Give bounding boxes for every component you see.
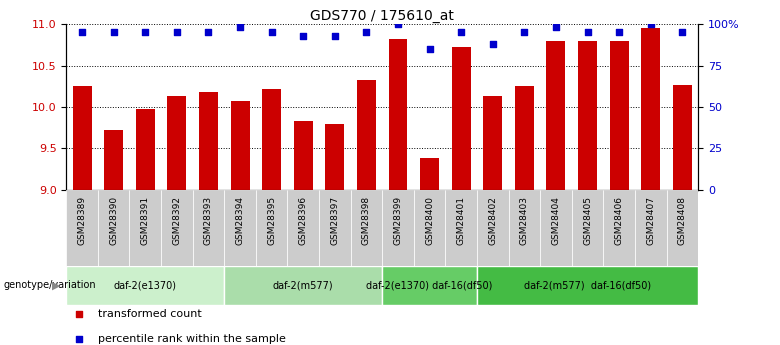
FancyBboxPatch shape bbox=[225, 266, 382, 305]
Bar bbox=[168, 96, 186, 190]
Text: GSM28393: GSM28393 bbox=[204, 196, 213, 245]
Text: GSM28397: GSM28397 bbox=[330, 196, 339, 245]
FancyBboxPatch shape bbox=[66, 266, 225, 305]
Text: GSM28389: GSM28389 bbox=[77, 196, 87, 245]
Text: genotype/variation: genotype/variation bbox=[4, 280, 97, 290]
FancyBboxPatch shape bbox=[225, 190, 256, 266]
Text: GSM28392: GSM28392 bbox=[172, 196, 182, 245]
FancyBboxPatch shape bbox=[382, 266, 477, 305]
Bar bbox=[515, 86, 534, 190]
Text: GSM28395: GSM28395 bbox=[267, 196, 276, 245]
FancyBboxPatch shape bbox=[477, 190, 509, 266]
Point bbox=[171, 30, 183, 35]
FancyBboxPatch shape bbox=[98, 190, 129, 266]
Bar bbox=[452, 47, 470, 190]
Text: ▶: ▶ bbox=[51, 280, 60, 290]
Text: GSM28404: GSM28404 bbox=[551, 196, 561, 245]
Point bbox=[491, 0, 503, 4]
Text: GSM28390: GSM28390 bbox=[109, 196, 119, 245]
Text: GSM28394: GSM28394 bbox=[236, 196, 245, 245]
Text: percentile rank within the sample: percentile rank within the sample bbox=[98, 334, 285, 344]
FancyBboxPatch shape bbox=[413, 190, 445, 266]
Text: daf-2(e1370) daf-16(df50): daf-2(e1370) daf-16(df50) bbox=[367, 280, 493, 290]
Point bbox=[108, 30, 120, 35]
Point bbox=[392, 21, 404, 27]
Point bbox=[424, 46, 436, 52]
Text: GSM28406: GSM28406 bbox=[615, 196, 624, 245]
Text: GSM28398: GSM28398 bbox=[362, 196, 371, 245]
Bar bbox=[231, 101, 250, 190]
Bar bbox=[420, 158, 439, 190]
Text: GSM28407: GSM28407 bbox=[646, 196, 655, 245]
Point bbox=[455, 30, 467, 35]
Point bbox=[518, 30, 530, 35]
FancyBboxPatch shape bbox=[66, 190, 98, 266]
FancyBboxPatch shape bbox=[604, 190, 635, 266]
FancyBboxPatch shape bbox=[445, 190, 477, 266]
Bar bbox=[578, 41, 597, 190]
Point bbox=[550, 25, 562, 30]
Bar bbox=[641, 28, 660, 190]
Text: daf-2(m577)  daf-16(df50): daf-2(m577) daf-16(df50) bbox=[524, 280, 651, 290]
Bar bbox=[105, 130, 123, 190]
FancyBboxPatch shape bbox=[287, 190, 319, 266]
FancyBboxPatch shape bbox=[666, 190, 698, 266]
Point bbox=[76, 30, 88, 35]
Point bbox=[613, 30, 626, 35]
Text: GSM28402: GSM28402 bbox=[488, 196, 498, 245]
Text: daf-2(e1370): daf-2(e1370) bbox=[114, 280, 177, 290]
Point bbox=[202, 30, 215, 35]
FancyBboxPatch shape bbox=[635, 190, 666, 266]
Text: GSM28400: GSM28400 bbox=[425, 196, 434, 245]
FancyBboxPatch shape bbox=[193, 190, 225, 266]
Text: GSM28403: GSM28403 bbox=[519, 196, 529, 245]
Text: GSM28399: GSM28399 bbox=[393, 196, 402, 245]
Bar bbox=[357, 80, 376, 190]
Bar bbox=[610, 41, 629, 190]
Text: transformed count: transformed count bbox=[98, 309, 202, 319]
Bar bbox=[388, 39, 407, 190]
FancyBboxPatch shape bbox=[477, 266, 698, 305]
Point bbox=[644, 21, 657, 27]
Point bbox=[676, 30, 689, 35]
Text: GSM28405: GSM28405 bbox=[583, 196, 592, 245]
Text: GSM28408: GSM28408 bbox=[678, 196, 687, 245]
Point bbox=[297, 33, 310, 39]
Point bbox=[581, 30, 594, 35]
FancyBboxPatch shape bbox=[351, 190, 382, 266]
FancyBboxPatch shape bbox=[540, 190, 572, 266]
Bar bbox=[73, 86, 91, 190]
FancyBboxPatch shape bbox=[161, 190, 193, 266]
Bar bbox=[673, 85, 692, 190]
Bar bbox=[484, 96, 502, 190]
FancyBboxPatch shape bbox=[319, 190, 351, 266]
Point bbox=[328, 33, 341, 39]
Point bbox=[234, 25, 246, 30]
Text: GSM28401: GSM28401 bbox=[456, 196, 466, 245]
Text: GSM28391: GSM28391 bbox=[140, 196, 150, 245]
Point bbox=[360, 30, 373, 35]
FancyBboxPatch shape bbox=[509, 190, 540, 266]
Point bbox=[139, 30, 151, 35]
Bar bbox=[294, 121, 313, 190]
Title: GDS770 / 175610_at: GDS770 / 175610_at bbox=[310, 9, 454, 23]
Bar bbox=[199, 92, 218, 190]
Text: daf-2(m577): daf-2(m577) bbox=[273, 280, 334, 290]
FancyBboxPatch shape bbox=[129, 190, 161, 266]
FancyBboxPatch shape bbox=[382, 190, 413, 266]
Point bbox=[265, 30, 278, 35]
Text: GSM28396: GSM28396 bbox=[299, 196, 308, 245]
Bar bbox=[136, 109, 154, 190]
FancyBboxPatch shape bbox=[256, 190, 287, 266]
Point bbox=[487, 41, 499, 47]
Point bbox=[491, 223, 503, 229]
Bar bbox=[547, 41, 566, 190]
FancyBboxPatch shape bbox=[572, 190, 604, 266]
Bar bbox=[262, 89, 281, 190]
Bar bbox=[325, 124, 344, 190]
